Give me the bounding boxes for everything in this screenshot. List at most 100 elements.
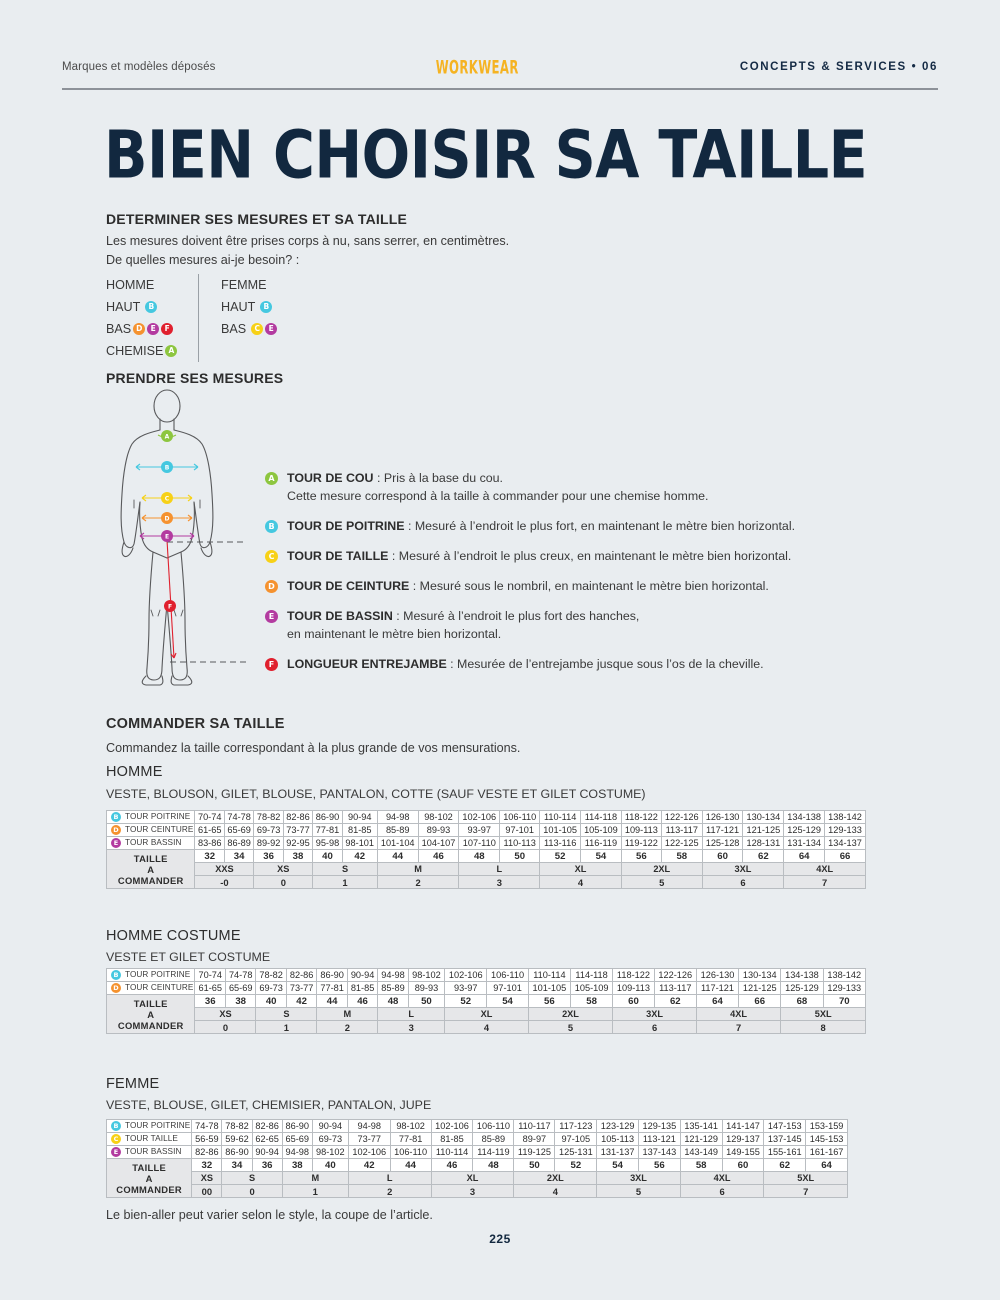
size-number-cell: 44 [316, 994, 348, 1008]
row-label-tour-ceinture: D TOUR CEINTURE [105, 823, 196, 837]
measure-cell: 116-119 [580, 836, 622, 850]
size-number-cell: 40 [311, 1158, 349, 1172]
table-title-homme: HOMME [106, 764, 163, 780]
badge-c-icon: C [251, 323, 264, 336]
taille-a-commander-label: TAILLE A COMMANDER [105, 849, 196, 889]
table-row-size-groups: XXS XS S M L XL 2XL 3XL 4XL [107, 862, 866, 876]
measure-cell: 89-92 [253, 836, 284, 850]
legend-term: TOUR DE BASSIN [287, 608, 393, 623]
size-group-cell: 3XL [701, 862, 785, 876]
measure-cell: 117-121 [695, 981, 740, 995]
besoin-femme-title: FEMME [221, 278, 267, 292]
size-number-cell: 40 [255, 994, 287, 1008]
size-number-cell: 36 [194, 994, 226, 1008]
size-number-cell: 68 [780, 994, 824, 1008]
measure-cell: 94-98 [376, 810, 419, 824]
measure-cell: 70-74 [194, 810, 225, 824]
measure-cell: 94-98 [347, 1119, 391, 1133]
measure-cell: 93-97 [444, 981, 488, 995]
size-equiv-cell: 7 [695, 1020, 782, 1034]
measure-cell: 59-62 [221, 1132, 253, 1146]
measure-cell: 101-105 [527, 981, 572, 995]
table-row: D TOUR CEINTURE 61-65 65-69 69-73 73-77 77-81 8… [105, 981, 867, 995]
measure-cell: 69-73 [255, 981, 287, 995]
size-number-cell: 56 [527, 994, 572, 1008]
measure-cell: 110-113 [499, 836, 541, 850]
taille-a-commander-label: TAILLE A COMMANDER [105, 1158, 193, 1198]
size-number-cell: 60 [701, 849, 744, 863]
size-group-cell: 4XL [679, 1171, 765, 1185]
measure-cell: 93-97 [458, 823, 501, 837]
size-number-cell: 66 [824, 849, 866, 863]
badge-d-icon: D [111, 983, 121, 993]
size-number-cell: 42 [341, 849, 378, 863]
measure-cell: 90-94 [251, 1145, 283, 1159]
measure-cell: 98-102 [417, 810, 460, 824]
size-number-cell: 50 [513, 1158, 556, 1172]
measure-cell: 129-135 [638, 1119, 681, 1133]
size-equiv-cell: 00 [191, 1184, 223, 1198]
size-number-cell: 70 [822, 994, 867, 1008]
size-number-cell: 60 [612, 994, 655, 1008]
besoin-columns: HOMME HAUT B BAS D E F CHEMISE A FEMME H… [106, 274, 278, 363]
size-number-cell: 54 [486, 994, 529, 1008]
measure-cell: 118-122 [620, 810, 662, 824]
measure-cell: 149-155 [721, 1145, 765, 1159]
svg-text:B: B [165, 465, 170, 472]
badge-b-icon: B [265, 519, 278, 533]
legend-term: TOUR DE CEINTURE [287, 578, 410, 593]
measure-cell: 129-137 [721, 1132, 765, 1146]
badge-b-icon: B [111, 970, 121, 980]
size-number-cell: 40 [312, 849, 343, 863]
legend-item-c: C TOUR DE TAILLE : Mesuré à l’endroit le… [265, 548, 875, 566]
besoin-row-label: BAS [106, 322, 132, 337]
legend-item-b: B TOUR DE POITRINE : Mesuré à l’endroit … [265, 518, 875, 536]
size-number-cell: 38 [282, 849, 314, 863]
size-number-cell: 48 [472, 1158, 515, 1172]
size-number-cell: 64 [783, 849, 826, 863]
measure-cell: 77-81 [312, 823, 343, 837]
measure-cell: 86-90 [281, 1119, 313, 1133]
badge-e-icon: E [111, 1147, 121, 1157]
size-number-cell: 50 [499, 849, 541, 863]
size-group-cell: XS [191, 1171, 223, 1185]
size-group-cell: 2XL [527, 1007, 614, 1021]
measure-cell: 65-69 [223, 823, 255, 837]
size-number-cell: 58 [569, 994, 614, 1008]
measure-cell: 106-110 [486, 968, 529, 982]
measure-cell: 121-129 [679, 1132, 723, 1146]
measure-cell: 82-86 [191, 1145, 223, 1159]
measure-cell: 110-114 [539, 810, 582, 824]
measure-cell: 89-93 [417, 823, 460, 837]
measure-cell: 113-117 [653, 981, 697, 995]
legend-item-d: D TOUR DE CEINTURE : Mesuré sous le nomb… [265, 578, 875, 596]
measure-cell: 134-137 [824, 836, 866, 850]
badge-d-icon: D [265, 579, 278, 593]
size-group-cell: S [312, 862, 378, 876]
badge-b-icon: B [111, 812, 121, 822]
measure-cell: 77-81 [389, 1132, 432, 1146]
measure-cell: 98-102 [311, 1145, 349, 1159]
measure-cell: 90-94 [341, 810, 378, 824]
legend-desc-2: en maintenant le mètre bien horizontal. [287, 626, 502, 641]
measure-cell: 126-130 [695, 968, 740, 982]
measure-cell: 131-134 [783, 836, 826, 850]
measure-cell: 82-86 [285, 968, 318, 982]
size-group-cell: L [347, 1171, 432, 1185]
measure-cell: 123-129 [596, 1119, 639, 1133]
measure-cell: 86-90 [312, 810, 343, 824]
measure-cell: 137-143 [638, 1145, 681, 1159]
measure-cell: 135-141 [679, 1119, 723, 1133]
measure-cell: 85-89 [376, 823, 419, 837]
badge-a-icon: A [265, 472, 278, 485]
size-number-cell: 46 [346, 994, 379, 1008]
measure-cell: 86-89 [223, 836, 255, 850]
row-label-tour-taille: C TOUR TAILLE [105, 1132, 193, 1146]
measure-cell: 85-89 [377, 981, 409, 995]
size-number-cell: 36 [253, 849, 284, 863]
besoin-femme-haut: HAUT B [221, 296, 277, 318]
legend-term: TOUR DE POITRINE [287, 518, 405, 533]
measure-cell: 143-149 [679, 1145, 723, 1159]
commander-intro: Commandez la taille correspondant à la p… [106, 741, 521, 755]
size-equiv-cell: 6 [612, 1020, 697, 1034]
